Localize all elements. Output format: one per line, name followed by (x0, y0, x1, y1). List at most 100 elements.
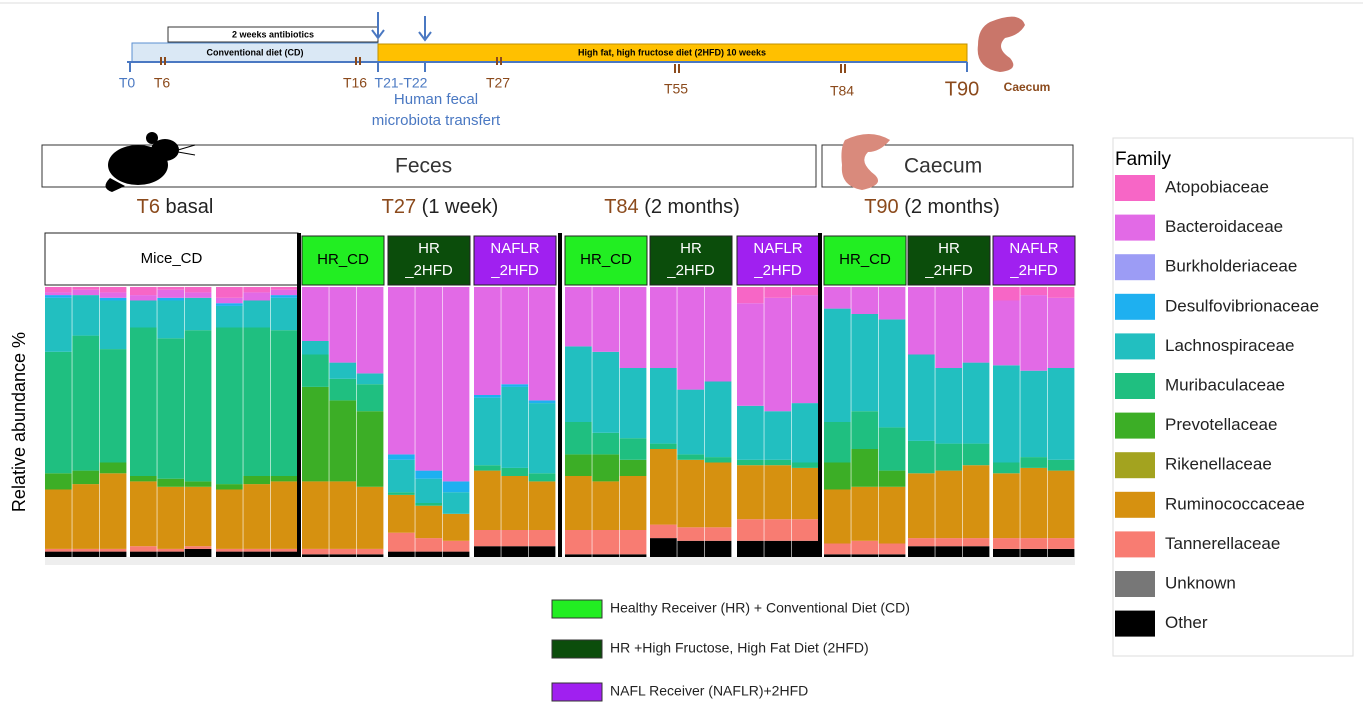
bar-segment (100, 473, 127, 549)
panel-label: HR (418, 240, 440, 257)
bar-segment (357, 411, 384, 487)
bar-segment (302, 341, 329, 355)
bar-segment (935, 538, 962, 546)
bar-segment (474, 395, 501, 398)
bar-segment (993, 301, 1020, 366)
bar-segment (851, 314, 878, 411)
bar-segment (271, 481, 298, 549)
section-time: T90 (864, 196, 898, 218)
bar-segment (130, 295, 157, 300)
bar-segment (185, 549, 212, 557)
time-label: T0 (119, 75, 136, 91)
bar-segment (216, 490, 243, 549)
bar-segment (1020, 549, 1047, 557)
legend-swatch (1115, 254, 1155, 280)
bar-segment (1048, 460, 1075, 471)
bar-segment (45, 352, 72, 474)
bar-segment (824, 422, 851, 463)
legend-label: Burkholderiaceae (1165, 257, 1297, 276)
time-label: T27 (486, 75, 510, 91)
bar-segment (764, 541, 791, 557)
bar-segment (157, 287, 184, 290)
bar-segment (737, 460, 764, 465)
bar-segment (993, 549, 1020, 557)
bar-segment (45, 295, 72, 298)
bar-segment (620, 287, 647, 368)
bar-segment (243, 328, 270, 477)
bar-segment (677, 460, 704, 528)
bar-segment (908, 287, 935, 355)
bar-segment (302, 355, 329, 387)
legend-swatch (1115, 215, 1155, 241)
bar-segment (565, 346, 592, 422)
bar-segment (1020, 287, 1047, 295)
bar-segment (243, 484, 270, 549)
legend-title: Family (1115, 149, 1171, 170)
section-desc: (2 months) (644, 196, 740, 218)
panel-label: _2HFD (666, 262, 715, 279)
cd-label: Conventional diet (CD) (207, 47, 304, 57)
bar-segment (620, 476, 647, 530)
bar-segment (357, 384, 384, 411)
bar-segment (185, 298, 212, 330)
bar-segment (879, 471, 906, 487)
bar-segment (993, 473, 1020, 538)
section-separator (297, 233, 301, 557)
bar-segment (565, 554, 592, 557)
bar-segment (216, 552, 243, 557)
bar-segment (620, 554, 647, 557)
bar-segment (851, 541, 878, 555)
bar-segment (243, 292, 270, 300)
bar-segment (908, 355, 935, 441)
bar-segment (705, 457, 732, 462)
panel-label: _2HFD (1009, 262, 1058, 279)
bar-segment (824, 490, 851, 544)
hfd-label: High fat, high fructose diet (2HFD) 10 w… (578, 47, 766, 57)
bar-segment (130, 546, 157, 551)
bar-segment (415, 506, 442, 538)
bar-segment (474, 530, 501, 546)
legend-label: Tannerellaceae (1165, 534, 1280, 553)
bar-segment (879, 427, 906, 470)
legend-swatch (1115, 492, 1155, 518)
bar-segment (737, 519, 764, 541)
bar-segment (993, 463, 1020, 474)
bar-segment (157, 301, 184, 339)
bar-segment (677, 287, 704, 390)
bar-segment (271, 298, 298, 330)
bar-segment (529, 287, 556, 400)
bar-segment (216, 303, 243, 306)
bar-segment (1020, 468, 1047, 538)
bar-segment (565, 287, 592, 346)
bar-segment (357, 554, 384, 557)
panel-label: HR_CD (839, 251, 891, 268)
bar-segment (130, 481, 157, 546)
plot-base (45, 557, 1075, 565)
bar-segment (764, 519, 791, 541)
bar-segment (45, 552, 72, 557)
bar-segment (329, 363, 356, 379)
bar-segment (737, 406, 764, 460)
antibiotics-label: 2 weeks antibiotics (232, 29, 314, 39)
bar-segment (677, 390, 704, 455)
legend-label: Bacteroidaceae (1165, 217, 1283, 236)
bar-segment (415, 287, 442, 471)
time-label: T84 (830, 83, 854, 99)
bar-segment (1020, 295, 1047, 371)
bar-segment (1048, 471, 1075, 538)
bar-segment (45, 292, 72, 295)
bar-segment (963, 444, 990, 466)
bar-segment (879, 487, 906, 544)
bar-segment (529, 473, 556, 481)
bar-segment (501, 546, 528, 557)
bar-segment (388, 287, 415, 454)
bar-segment (100, 287, 127, 292)
bar-segment (302, 387, 329, 482)
bar-segment (243, 549, 270, 552)
bar-segment (993, 538, 1020, 549)
bar-segment (650, 287, 677, 368)
figure: 2 weeks antibiotics Conventional diet (C… (0, 0, 1363, 707)
bar-segment (45, 549, 72, 552)
bar-segment (764, 287, 791, 298)
bar-segment (908, 473, 935, 538)
